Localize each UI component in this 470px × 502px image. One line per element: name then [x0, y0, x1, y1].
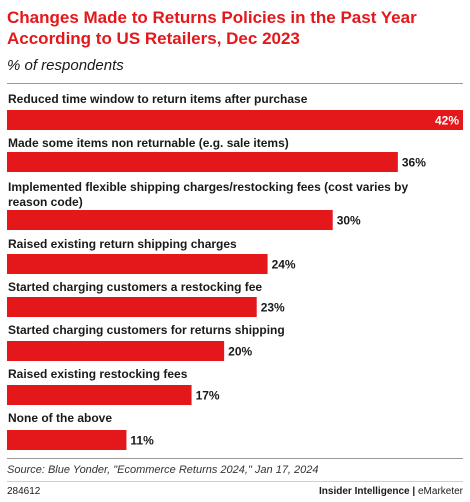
brand-left: Insider Intelligence: [319, 486, 410, 497]
value-label-reduced-window: 42%: [435, 114, 459, 128]
category-label-flexible-fees: Implemented flexible shipping charges/re…: [8, 180, 408, 209]
bar-non-returnable: [7, 152, 398, 172]
bar-reduced-window: [7, 110, 463, 130]
value-label-returns-shipping: 20%: [228, 345, 252, 359]
category-label-raised-restocking: Raised existing restocking fees: [8, 367, 188, 381]
brand-credit: Insider Intelligence | eMarketer: [319, 486, 463, 497]
category-label-line: None of the above: [8, 411, 112, 425]
value-label-flexible-fees: 30%: [337, 214, 361, 228]
value-label-non-returnable: 36%: [402, 156, 426, 170]
footer-divider: [7, 481, 463, 482]
bar-raised-shipping: [7, 254, 268, 274]
category-label-line: Raised existing return shipping charges: [8, 237, 237, 251]
chart-title: Changes Made to Returns Policies in the …: [7, 8, 417, 48]
category-label-reduced-window: Reduced time window to return items afte…: [8, 92, 308, 106]
bar-restocking-fee: [7, 297, 257, 317]
category-label-none: None of the above: [8, 411, 112, 425]
chart-id: 284612: [7, 486, 41, 497]
category-label-returns-shipping: Started charging customers for returns s…: [8, 323, 285, 337]
brand-right: eMarketer: [417, 486, 463, 497]
category-label-restocking-fee: Started charging customers a restocking …: [8, 280, 262, 294]
brand-separator: |: [409, 486, 418, 497]
bar-flexible-fees: [7, 210, 333, 230]
bottom-rule: [7, 458, 463, 459]
category-label-line: Started charging customers a restocking …: [8, 280, 262, 294]
category-label-line: Reduced time window to return items afte…: [8, 92, 308, 106]
value-label-restocking-fee: 23%: [261, 301, 285, 315]
bar-returns-shipping: [7, 341, 225, 361]
value-label-raised-shipping: 24%: [272, 258, 296, 272]
category-label-line: Started charging customers for returns s…: [8, 323, 285, 337]
value-label-none: 11%: [130, 434, 154, 448]
source-note: Source: Blue Yonder, "Ecommerce Returns …: [7, 464, 319, 476]
category-label-line: Implemented flexible shipping charges/re…: [8, 180, 408, 194]
chart-subtitle: % of respondents: [7, 57, 124, 74]
category-label-line: Made some items non returnable (e.g. sal…: [8, 136, 289, 150]
bar-none: [7, 430, 127, 450]
top-rule: [7, 83, 463, 84]
value-label-raised-restocking: 17%: [196, 389, 220, 403]
bar-raised-restocking: [7, 385, 192, 405]
category-label-line: reason code): [8, 195, 83, 209]
category-label-line: Raised existing restocking fees: [8, 367, 188, 381]
category-label-raised-shipping: Raised existing return shipping charges: [8, 237, 237, 251]
category-label-non-returnable: Made some items non returnable (e.g. sal…: [8, 136, 289, 150]
